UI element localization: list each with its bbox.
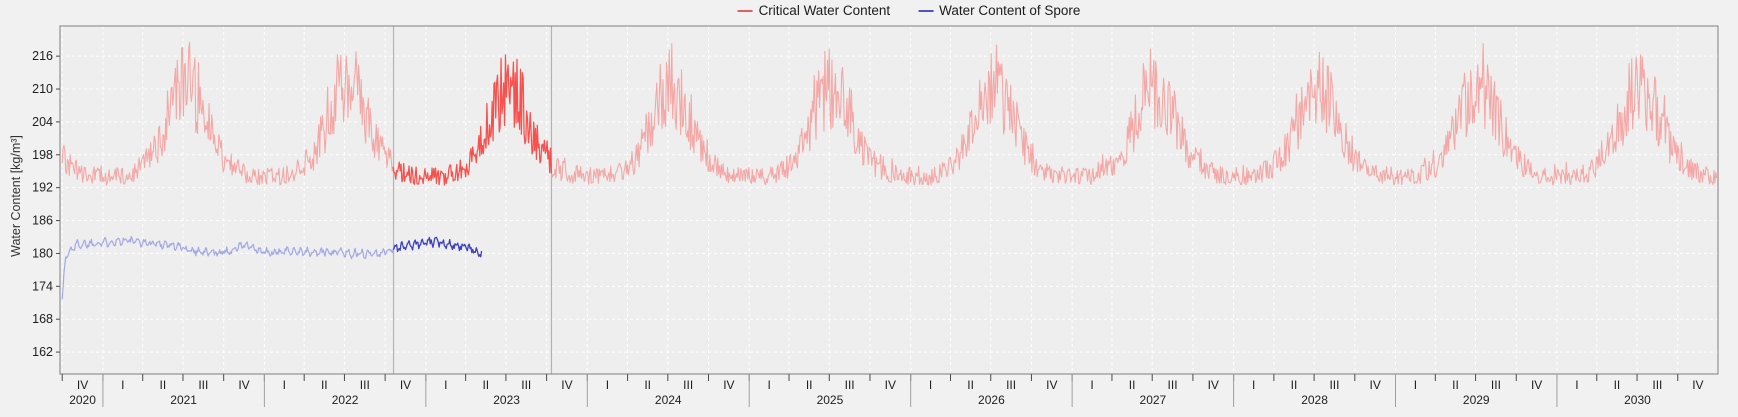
quarter-tick-label: II [644, 378, 651, 392]
legend-line-red-icon [737, 9, 753, 12]
legend-item-critical-water-content: Critical Water Content [737, 3, 891, 18]
year-tick-label: 2020 [69, 393, 96, 407]
quarter-tick-label: II [1291, 378, 1298, 392]
legend-item-water-content-of-spore: Water Content of Spore [918, 3, 1080, 18]
quarter-tick-label: IV [400, 378, 411, 392]
y-tick-label: 216 [32, 49, 53, 63]
quarter-tick-label: III [845, 378, 855, 392]
quarter-tick-label: II [1614, 378, 1621, 392]
quarter-tick-label: I [1090, 378, 1093, 392]
legend-label: Critical Water Content [758, 3, 891, 18]
quarter-tick-label: I [444, 378, 447, 392]
y-tick-label: 204 [32, 115, 53, 129]
line-water-content-of-spore [61, 235, 395, 300]
quarter-tick-label: IV [723, 378, 734, 392]
y-axis-title: Water Content [kg/m³] [9, 135, 23, 257]
year-tick-label: 2024 [655, 393, 682, 407]
quarter-tick-label: III [1168, 378, 1178, 392]
y-tick-label: 210 [32, 82, 53, 96]
y-tick-label: 162 [32, 345, 53, 359]
y-tick-label: 168 [32, 312, 53, 326]
y-tick-label: 198 [32, 148, 53, 162]
year-tick-label: 2026 [978, 393, 1005, 407]
quarter-tick-label: IV [238, 378, 249, 392]
quarter-tick-label: I [1414, 378, 1417, 392]
plot-border [59, 25, 1719, 375]
quarter-tick-label: IV [1369, 378, 1380, 392]
quarter-tick-label: I [767, 378, 770, 392]
line-critical-water-content [392, 54, 553, 186]
quarter-tick-label: I [929, 378, 932, 392]
legend-line-blue-icon [918, 9, 934, 12]
year-tick-label: 2022 [332, 393, 359, 407]
series-lines [61, 41, 1718, 300]
y-axis: 216 210 204 198 192 186 180 174 168 162 Water Cont… [9, 49, 60, 359]
y-tick-label: 174 [32, 279, 53, 293]
quarter-tick-label: IV [1208, 378, 1219, 392]
y-tick-label: 186 [32, 214, 53, 228]
quarter-tick-label: II [967, 378, 974, 392]
year-tick-label: 2029 [1463, 393, 1490, 407]
quarter-tick-label: II [1452, 378, 1459, 392]
quarter-tick-label: III [1006, 378, 1016, 392]
quarter-tick-label: III [1652, 378, 1662, 392]
quarter-tick-label: III [1329, 378, 1339, 392]
x-axis: IV I II III IV I II III IV I II III IV I II III IV I II III… [61, 374, 1704, 407]
y-tick-label: 192 [32, 181, 53, 195]
year-tick-label: 2025 [817, 393, 844, 407]
legend-label: Water Content of Spore [939, 3, 1081, 18]
year-tick-label: 2027 [1140, 393, 1167, 407]
year-tick-label: 2021 [170, 393, 197, 407]
quarter-tick-label: III [1491, 378, 1501, 392]
quarter-tick-label: IV [1046, 378, 1057, 392]
quarter-tick-label: IV [561, 378, 572, 392]
quarter-tick-label: II [806, 378, 813, 392]
quarter-tick-label: III [198, 378, 208, 392]
line-critical-water-content [550, 43, 1718, 186]
quarter-tick-label: III [360, 378, 370, 392]
quarter-tick-label: II [1129, 378, 1136, 392]
quarter-tick-label: I [606, 378, 609, 392]
quarter-tick-label: I [1575, 378, 1578, 392]
line-critical-water-content [61, 41, 395, 186]
quarter-tick-label: II [160, 378, 167, 392]
gridlines [60, 26, 1718, 374]
plot-area [60, 26, 1718, 374]
quarter-tick-label: I [1252, 378, 1255, 392]
quarter-tick-label: I [283, 378, 286, 392]
line-water-content-of-spore [392, 236, 483, 258]
year-tick-label: 2030 [1624, 393, 1651, 407]
quarter-tick-label: IV [885, 378, 896, 392]
quarter-tick-label: III [683, 378, 693, 392]
quarter-tick-label: IV [1531, 378, 1542, 392]
quarter-tick-label: II [321, 378, 328, 392]
highlight-window [392, 26, 553, 374]
quarter-tick-label: III [521, 378, 531, 392]
quarter-tick-label: IV [77, 378, 88, 392]
y-tick-label: 180 [32, 246, 53, 260]
year-tick-label: 2023 [493, 393, 520, 407]
quarter-tick-label: II [482, 378, 489, 392]
quarter-tick-label: I [121, 378, 124, 392]
year-tick-label: 2028 [1301, 393, 1328, 407]
chart-legend: Critical Water Content Water Content of … [737, 3, 1080, 18]
quarter-tick-label: IV [1692, 378, 1703, 392]
